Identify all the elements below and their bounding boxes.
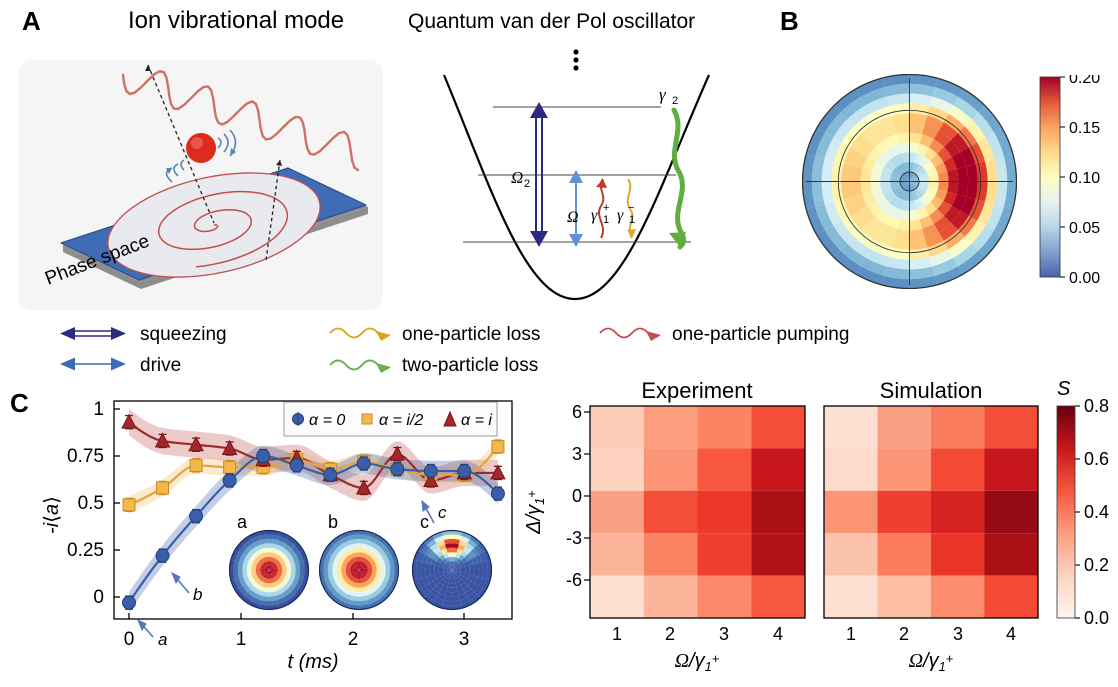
svg-text:Δ/γ1+: Δ/γ1+ [523,490,547,535]
svg-text:Ω/γ1+: Ω/γ1+ [909,650,954,674]
svg-text:1: 1 [846,624,856,644]
svg-text:0.6: 0.6 [1084,449,1109,469]
svg-text:4: 4 [1006,624,1016,644]
svg-text:0.2: 0.2 [1084,555,1109,575]
svg-text:Ω/γ1+: Ω/γ1+ [675,650,720,674]
svg-text:6: 6 [572,402,582,422]
svg-text:0.0: 0.0 [1084,608,1109,628]
svg-text:1: 1 [612,624,622,644]
svg-text:3: 3 [953,624,963,644]
svg-text:Experiment: Experiment [641,378,752,403]
svg-text:-3: -3 [566,528,582,548]
svg-text:-6: -6 [566,570,582,590]
svg-text:2: 2 [665,624,675,644]
svg-text:0: 0 [572,486,582,506]
svg-text:0.8: 0.8 [1084,396,1109,416]
svg-text:4: 4 [773,624,783,644]
svg-text:0.4: 0.4 [1084,502,1109,522]
svg-text:S: S [1057,378,1071,400]
svg-text:Simulation: Simulation [880,378,983,403]
svg-text:3: 3 [719,624,729,644]
svg-text:3: 3 [572,444,582,464]
svg-text:2: 2 [899,624,909,644]
